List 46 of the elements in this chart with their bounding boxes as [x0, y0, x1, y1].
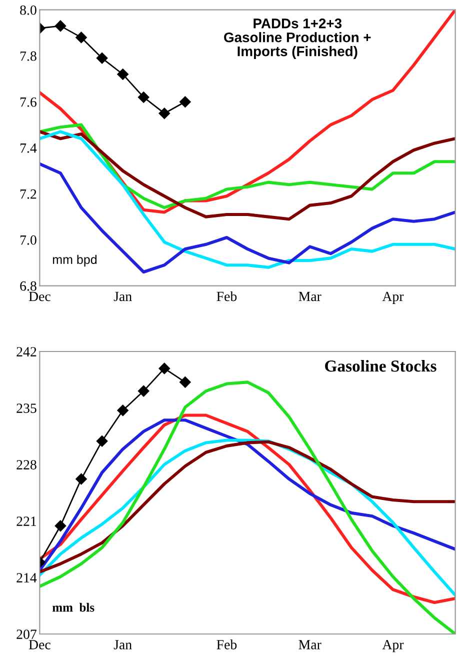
point [54, 20, 66, 32]
chart-title: Gasoline Stocks [325, 360, 436, 372]
x-tick-label: Feb [216, 640, 237, 650]
y-tick-label: 207 [16, 630, 37, 639]
point [117, 68, 128, 80]
annotation: mm bpd [52, 254, 97, 266]
x-tick-label: Dec [28, 640, 50, 650]
line-series [40, 414, 456, 604]
y-tick-label: 242 [16, 347, 36, 356]
point [117, 404, 128, 416]
y-tick-label: 235 [16, 404, 36, 413]
y-tick-label: 7.2 [20, 189, 36, 199]
x-tick-label: Apr [382, 640, 404, 652]
x-tick-label: Feb [216, 291, 237, 302]
line-series [40, 123, 456, 210]
x-tick-label: Jan [114, 292, 132, 302]
y-tick-label: 7.6 [20, 97, 37, 107]
x-tick-label: Apr [382, 292, 404, 304]
x-tick-label: Jan [114, 640, 132, 650]
point [76, 473, 87, 485]
text: PADDs 1+2+3 Gasoline Production + Imports (Finished) [224, 18, 371, 59]
y-tick-label: 7.0 [20, 235, 36, 245]
annotation: mm bls [52, 602, 94, 612]
point [96, 52, 108, 64]
point [158, 108, 170, 119]
point [138, 385, 150, 397]
point [54, 520, 66, 532]
point [158, 362, 170, 374]
line-series [40, 130, 456, 269]
y-tick-label: 8.0 [20, 5, 36, 15]
point [138, 92, 150, 103]
y-tick-label: 221 [16, 516, 36, 526]
point [180, 376, 191, 388]
line-series [40, 162, 456, 274]
point [180, 96, 191, 108]
y-tick-label: 6.8 [20, 281, 36, 291]
y-tick-label: 7.8 [20, 51, 36, 61]
point [96, 435, 108, 447]
x-tick-label: Mar [298, 292, 322, 302]
line-series [40, 130, 456, 221]
y-tick-label: 228 [16, 460, 36, 470]
x-tick-label: Dec [28, 292, 50, 302]
y-tick-label: 7.4 [20, 144, 37, 153]
x-tick-label: Mar [298, 640, 322, 650]
point [76, 32, 87, 44]
y-tick-label: 214 [16, 573, 37, 582]
